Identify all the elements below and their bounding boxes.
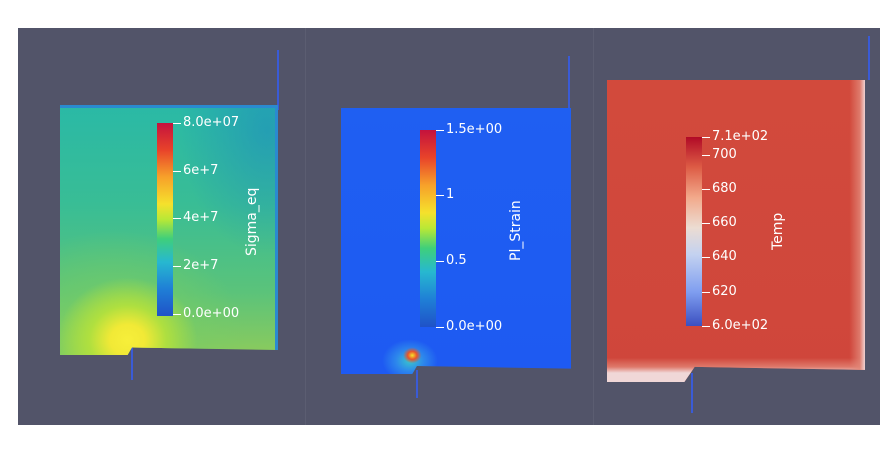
crack-line — [416, 370, 418, 398]
plstrain-colorbar-title: Pl_Strain — [508, 200, 524, 261]
render-viewport[interactable]: 8.0e+07 6e+7 4e+7 2e+7 0.0e+00 Sigma_eq … — [18, 28, 880, 425]
sigma-colorbar-title: Sigma_eq — [244, 187, 260, 256]
temp-colorbar — [686, 137, 702, 326]
temp-colorbar-title: Temp — [770, 212, 786, 250]
boundary-line — [277, 50, 279, 110]
viewport-divider — [593, 28, 594, 425]
boundary-line — [568, 56, 570, 110]
temp-field-plot — [607, 80, 865, 382]
sigma-colorbar — [157, 123, 173, 316]
plstrain-field-plot — [341, 108, 571, 374]
plstrain-colorbar — [420, 130, 436, 327]
boundary-line — [868, 36, 870, 80]
crack-line — [691, 373, 693, 413]
crack-line — [131, 346, 133, 380]
viewport-divider — [305, 28, 306, 425]
